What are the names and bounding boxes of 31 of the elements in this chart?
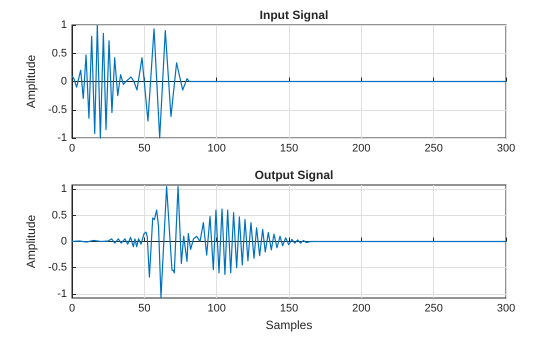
x-tick-label: 250 bbox=[424, 302, 443, 314]
y-axis-title: Amplitude bbox=[24, 214, 38, 268]
x-tick-label: 200 bbox=[352, 142, 371, 154]
y-tick-label: -0.5 bbox=[48, 104, 67, 116]
x-tick-label: 50 bbox=[138, 302, 150, 314]
x-axis-title: Samples bbox=[266, 318, 312, 332]
x-tick-label: 150 bbox=[280, 142, 298, 154]
x-tick-label: 300 bbox=[496, 302, 516, 314]
chart-title: Output Signal bbox=[254, 168, 334, 182]
y-tick-label: -1 bbox=[57, 132, 67, 144]
x-tick-label: 50 bbox=[138, 142, 150, 154]
x-tick-label: 100 bbox=[207, 302, 226, 314]
y-tick-label: -0.5 bbox=[48, 262, 67, 274]
x-tick-label: 0 bbox=[68, 142, 76, 154]
y-tick-label: 0 bbox=[60, 236, 67, 248]
chart-title: Input Signal bbox=[260, 8, 328, 22]
y-tick-label: 1 bbox=[60, 19, 67, 31]
line-series bbox=[71, 186, 507, 298]
y-tick-label: 0 bbox=[60, 76, 67, 88]
x-tick-label: 150 bbox=[280, 302, 298, 314]
y-tick-label: 1 bbox=[60, 183, 67, 196]
x-tick-label: 250 bbox=[424, 142, 443, 154]
y-axis-title: Amplitude bbox=[24, 54, 38, 108]
x-tick-label: 0 bbox=[68, 302, 76, 314]
y-tick-label: 0.5 bbox=[52, 47, 67, 60]
x-tick-label: 200 bbox=[352, 302, 371, 314]
line-series bbox=[71, 24, 507, 139]
y-tick-label: -1 bbox=[57, 288, 67, 300]
x-tick-label: 300 bbox=[496, 142, 516, 154]
x-tick-label: 100 bbox=[207, 142, 226, 154]
y-tick-label: 0.5 bbox=[52, 209, 67, 222]
